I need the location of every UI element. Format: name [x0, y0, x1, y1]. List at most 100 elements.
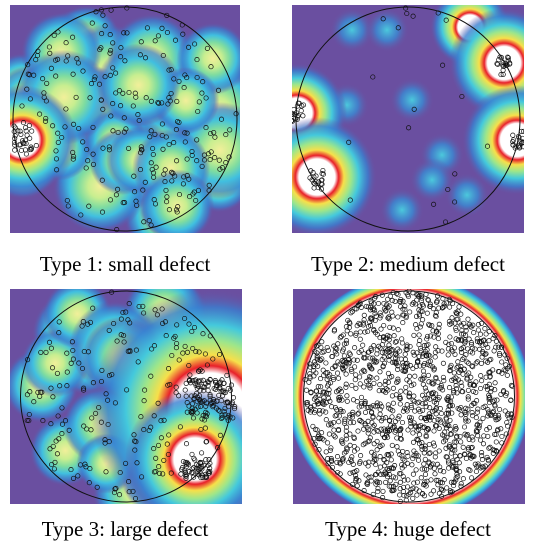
defect-point	[385, 347, 391, 353]
defect-point	[495, 344, 502, 350]
defect-point	[394, 444, 400, 450]
defect-point	[402, 306, 408, 313]
defect-point	[452, 443, 458, 449]
defect-point	[495, 61, 501, 67]
defect-point	[424, 426, 431, 432]
defect-point	[368, 474, 374, 480]
defect-point	[475, 322, 481, 328]
defect-point	[429, 323, 435, 329]
defect-point	[306, 379, 312, 385]
defect-point	[320, 398, 326, 404]
defect-point	[349, 458, 355, 464]
defect-point	[320, 389, 327, 395]
density-blob	[10, 85, 77, 195]
defect-point	[406, 379, 413, 385]
defect-point	[344, 328, 350, 334]
defect-point	[340, 440, 346, 446]
defect-point	[492, 387, 498, 393]
defect-point	[43, 98, 49, 104]
defect-point	[197, 460, 203, 466]
defect-point	[98, 378, 105, 385]
defect-point	[422, 456, 428, 462]
defect-point	[53, 148, 59, 154]
defect-point	[474, 398, 480, 404]
defect-point	[175, 204, 181, 210]
defect-point	[220, 388, 226, 394]
defect-point	[352, 345, 358, 351]
defect-point	[217, 351, 223, 358]
defect-point	[386, 354, 392, 360]
defect-point	[453, 327, 459, 334]
defect-point	[348, 310, 354, 316]
defect-point	[174, 158, 180, 164]
caption: Type 3: large defect	[42, 517, 209, 541]
defect-point	[449, 315, 455, 321]
defect-point	[103, 391, 109, 397]
defect-point	[432, 408, 438, 414]
defect-point	[194, 57, 200, 63]
defect-point	[85, 158, 91, 164]
defect-point	[59, 431, 65, 437]
defect-point	[314, 427, 320, 433]
defect-point	[181, 85, 187, 91]
defect-point	[132, 447, 138, 453]
defect-point	[388, 457, 394, 463]
defect-point	[35, 389, 41, 395]
defect-point	[376, 388, 382, 394]
defect-point	[366, 438, 372, 444]
defect-point	[427, 333, 434, 339]
defect-point	[494, 61, 500, 67]
defect-point	[384, 460, 390, 466]
defect-point	[504, 372, 510, 378]
defect-point	[99, 31, 105, 37]
defect-point	[102, 74, 108, 80]
defect-point	[118, 316, 124, 322]
defect-point	[414, 428, 420, 434]
defect-point	[344, 393, 350, 399]
defect-point	[408, 415, 415, 421]
defect-point	[48, 385, 54, 391]
defect-point	[367, 322, 374, 329]
defect-point	[159, 25, 165, 31]
defect-point	[323, 390, 329, 396]
defect-point	[220, 388, 227, 394]
defect-point	[419, 446, 425, 452]
defect-point	[134, 460, 140, 466]
defect-point	[458, 379, 464, 386]
defect-point	[454, 434, 460, 440]
defect-point	[455, 405, 461, 412]
defect-point	[315, 384, 321, 390]
defect-point	[70, 347, 76, 354]
defect-point	[478, 385, 484, 392]
defect-point	[469, 402, 475, 408]
defect-point	[372, 317, 378, 324]
defect-point	[457, 453, 463, 459]
defect-point	[148, 222, 154, 228]
defect-point	[187, 194, 193, 200]
defect-point	[314, 355, 320, 361]
defect-point	[92, 74, 98, 80]
defect-point	[381, 338, 387, 344]
defect-point	[208, 130, 214, 137]
defect-point	[433, 396, 439, 402]
defect-point	[307, 409, 314, 415]
defect-point	[362, 409, 369, 415]
defect-point	[391, 333, 397, 339]
defect-point	[82, 461, 88, 467]
defect-point	[356, 410, 362, 416]
defect-point	[164, 12, 170, 18]
defect-point	[189, 405, 195, 411]
defect-point	[126, 89, 132, 96]
defect-point	[360, 367, 367, 373]
defect-point	[312, 361, 318, 368]
defect-point	[493, 448, 499, 454]
defect-point	[336, 397, 342, 403]
defect-point	[131, 432, 137, 438]
defect-point	[192, 457, 198, 463]
defect-point	[49, 365, 56, 371]
caption: Type 4: huge defect	[325, 517, 491, 541]
defect-point	[334, 459, 340, 465]
defect-point	[176, 393, 182, 399]
defect-point	[505, 55, 512, 61]
defect-point	[166, 432, 172, 438]
